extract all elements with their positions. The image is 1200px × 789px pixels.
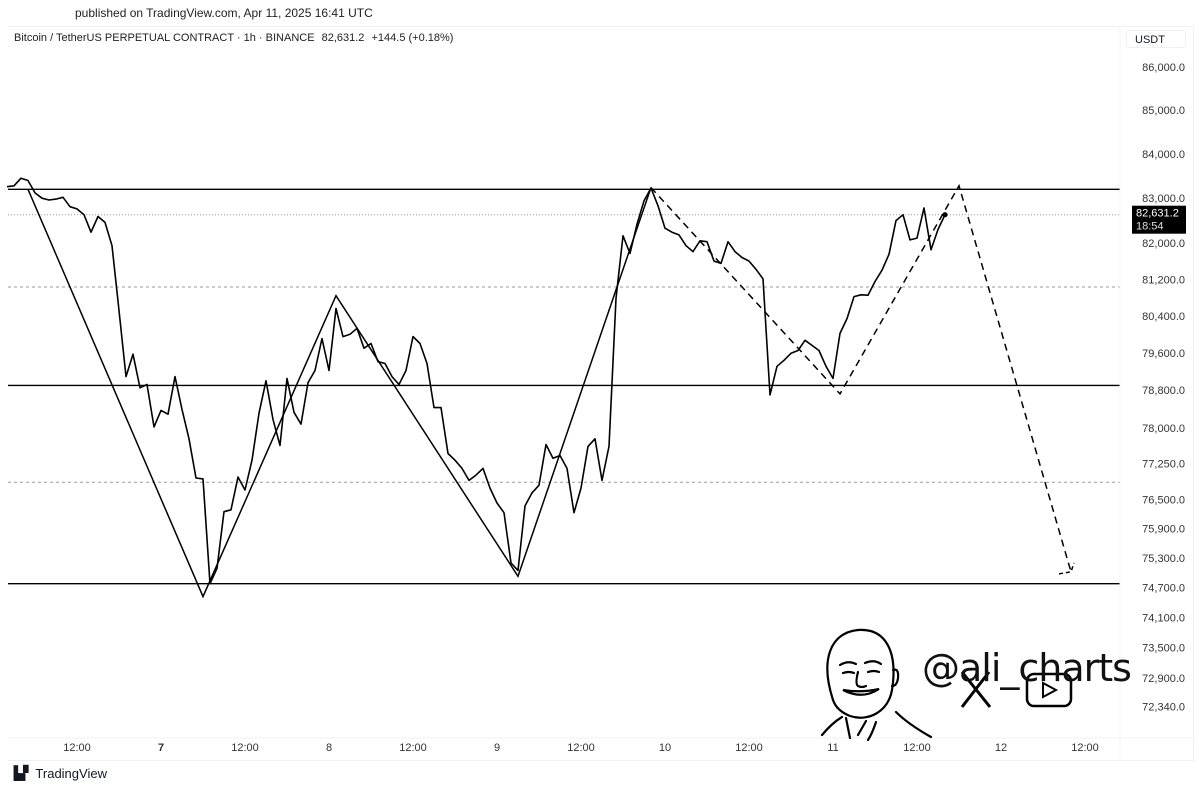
published-note: published on TradingView.com, Apr 11, 20… bbox=[75, 6, 373, 20]
price-tick-label: 79,600.0 bbox=[1142, 348, 1185, 360]
price-series-line bbox=[6, 177, 946, 585]
tradingview-brand: TradingView bbox=[35, 765, 107, 781]
time-tick-label: 11 bbox=[827, 742, 838, 754]
last-price-label: 82,631.2 18:54 bbox=[1132, 205, 1186, 234]
price-tick-label: 72,340.0 bbox=[1142, 701, 1185, 713]
x-logo-icon bbox=[960, 671, 992, 708]
bar-countdown: 18:54 bbox=[1136, 221, 1164, 233]
time-tick-label: 9 bbox=[494, 742, 500, 754]
last-price-header: 82,631.2 bbox=[321, 32, 365, 44]
price-tick-label: 74,700.0 bbox=[1142, 583, 1185, 595]
time-tick-label: 12 bbox=[995, 742, 1007, 754]
chart-frame bbox=[8, 26, 1194, 761]
time-tick-label: 12:00 bbox=[567, 742, 595, 754]
currency-unit-button[interactable]: USDT bbox=[1126, 30, 1186, 48]
price-tick-label: 86,000.0 bbox=[1142, 62, 1185, 74]
price-tick-label: 74,100.0 bbox=[1142, 612, 1185, 624]
price-tick-label: 73,500.0 bbox=[1142, 643, 1185, 655]
time-axis[interactable]: 12:00 7 12:00 8 12:00 9 12:00 10 12:00 11 12:00 12 1… bbox=[63, 742, 1099, 754]
symbol-title: Bitcoin / TetherUS PERPETUAL CONTRACT · … bbox=[14, 32, 315, 44]
price-tick-label: 76,500.0 bbox=[1142, 495, 1185, 507]
last-price-value: 82,631.2 bbox=[1136, 208, 1179, 220]
time-tick-label: 10 bbox=[659, 742, 671, 754]
price-axis[interactable]: 86,000.0 85,000.0 84,000.0 83,000.0 82,000.0… bbox=[1142, 62, 1185, 713]
price-tick-label: 78,800.0 bbox=[1142, 385, 1185, 397]
price-tick-label: 84,000.0 bbox=[1142, 149, 1185, 161]
last-price-dot bbox=[942, 212, 948, 218]
projection-arrowhead bbox=[1058, 562, 1075, 575]
avatar-sketch bbox=[820, 628, 933, 742]
price-tick-label: 78,000.0 bbox=[1142, 423, 1185, 435]
time-tick-label: 12:00 bbox=[63, 742, 91, 754]
projection-dashed-line bbox=[650, 183, 1072, 573]
tradingview-mark-icon: ▐▄▘ bbox=[9, 765, 33, 780]
price-tick-label: 77,250.0 bbox=[1142, 459, 1185, 471]
price-tick-label: 72,900.0 bbox=[1142, 673, 1185, 685]
price-tick-label: 83,000.0 bbox=[1142, 193, 1185, 205]
youtube-icon bbox=[1025, 672, 1073, 708]
time-tick-label: 7 bbox=[158, 742, 164, 754]
price-tick-label: 85,000.0 bbox=[1142, 105, 1185, 117]
time-tick-label: 12:00 bbox=[735, 742, 763, 754]
price-tick-label: 82,000.0 bbox=[1142, 238, 1185, 250]
price-tick-label: 80,400.0 bbox=[1142, 311, 1185, 323]
tradingview-logo: ▐▄▘ TradingView bbox=[9, 765, 107, 781]
time-tick-label: 8 bbox=[326, 742, 332, 754]
price-change: +144.5 (+0.18%) bbox=[371, 32, 454, 44]
pattern-trendline bbox=[27, 187, 652, 599]
symbol-header: Bitcoin / TetherUS PERPETUAL CONTRACT · … bbox=[14, 32, 457, 44]
time-tick-label: 12:00 bbox=[903, 742, 931, 754]
price-tick-label: 75,900.0 bbox=[1142, 524, 1185, 536]
time-tick-label: 12:00 bbox=[231, 742, 259, 754]
price-tick-label: 81,200.0 bbox=[1142, 274, 1185, 286]
author-handle: @ali_charts bbox=[922, 646, 1132, 690]
time-tick-label: 12:00 bbox=[1071, 742, 1099, 754]
time-tick-label: 12:00 bbox=[399, 742, 427, 754]
price-tick-label: 75,300.0 bbox=[1142, 553, 1185, 565]
